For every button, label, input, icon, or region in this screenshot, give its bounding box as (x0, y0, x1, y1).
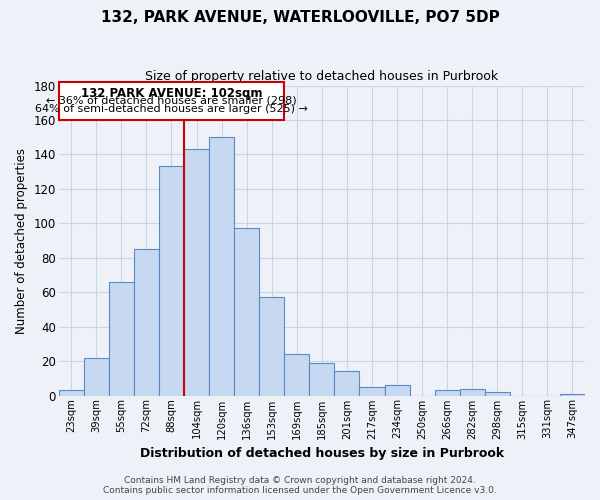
Text: Contains HM Land Registry data © Crown copyright and database right 2024.
Contai: Contains HM Land Registry data © Crown c… (103, 476, 497, 495)
Bar (460, 388, 485, 396)
Bar (259, 298, 284, 396)
Bar (109, 282, 134, 396)
X-axis label: Distribution of detached houses by size in Purbrook: Distribution of detached houses by size … (140, 447, 504, 460)
Bar (184, 150, 209, 396)
Bar (284, 354, 310, 396)
Title: Size of property relative to detached houses in Purbrook: Size of property relative to detached ho… (145, 70, 499, 83)
Text: ← 36% of detached houses are smaller (298): ← 36% of detached houses are smaller (29… (46, 96, 297, 106)
Text: 132 PARK AVENUE: 102sqm: 132 PARK AVENUE: 102sqm (81, 88, 262, 101)
Bar (84, 358, 109, 396)
Bar (334, 372, 359, 396)
Bar (359, 387, 385, 396)
Bar (560, 394, 585, 396)
Text: 132, PARK AVENUE, WATERLOOVILLE, PO7 5DP: 132, PARK AVENUE, WATERLOOVILLE, PO7 5DP (101, 10, 499, 25)
Bar (59, 390, 84, 396)
Bar (209, 137, 234, 396)
Bar (434, 390, 460, 396)
Bar (485, 392, 510, 396)
Bar (59, 82, 284, 120)
Text: 64% of semi-detached houses are larger (525) →: 64% of semi-detached houses are larger (… (35, 104, 308, 115)
Y-axis label: Number of detached properties: Number of detached properties (15, 148, 28, 334)
Bar (385, 385, 410, 396)
Bar (234, 228, 259, 396)
Bar (134, 249, 159, 396)
Bar (159, 166, 184, 396)
Bar (310, 363, 334, 396)
